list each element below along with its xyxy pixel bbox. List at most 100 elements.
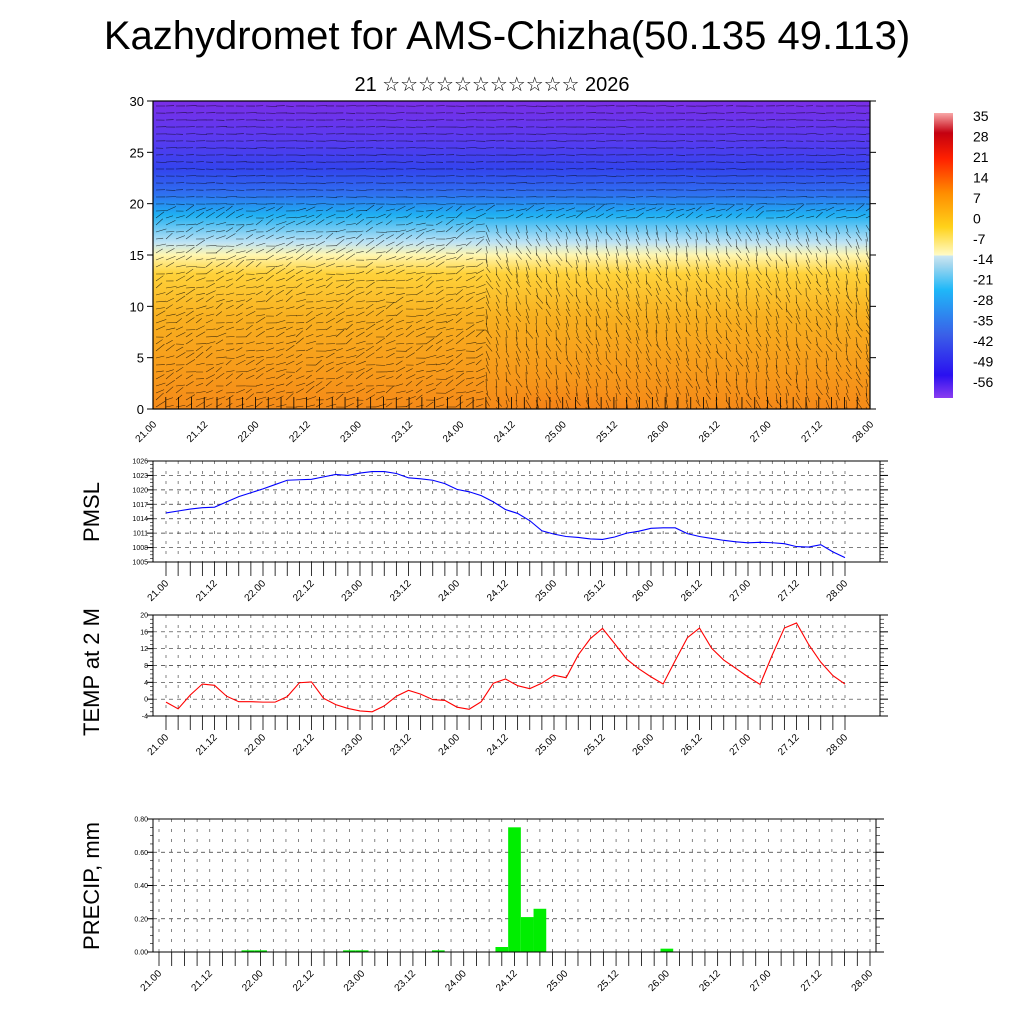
wind-vector — [665, 266, 668, 275]
wind-vector — [755, 266, 762, 275]
wind-vector — [185, 233, 194, 240]
wind-vector — [325, 349, 337, 352]
wind-vector — [395, 256, 406, 261]
wind-vector — [375, 251, 386, 254]
wind-vector — [475, 404, 483, 408]
wind-vector — [315, 262, 326, 268]
wind-vector — [575, 238, 580, 248]
wind-vector — [555, 207, 565, 212]
wind-vector — [645, 294, 649, 305]
wind-vector — [435, 354, 445, 359]
wind-vector — [525, 287, 531, 295]
wind-vector — [795, 215, 804, 219]
wind-vector — [695, 224, 703, 234]
wind-vector — [185, 394, 196, 401]
wind-vector — [865, 294, 870, 302]
wind-vector — [295, 353, 303, 359]
wind-vector — [345, 253, 356, 261]
wind-vector — [865, 392, 868, 401]
wind-vector — [225, 348, 235, 352]
wind-vector — [435, 280, 445, 282]
wind-vector — [225, 403, 233, 408]
wind-vector — [545, 308, 552, 317]
wind-vector — [825, 206, 835, 212]
wind-vector — [655, 378, 662, 388]
wind-vector — [705, 357, 709, 369]
wind-vector — [635, 252, 640, 263]
wind-vector — [375, 291, 383, 296]
x-tick-label: 24.12 — [494, 968, 520, 994]
wind-vector — [285, 261, 292, 268]
wind-vector — [475, 212, 486, 219]
wind-vector — [535, 252, 542, 262]
wind-vector — [635, 399, 639, 409]
wind-vector — [805, 301, 812, 311]
wind-vector — [435, 247, 445, 254]
wind-vector — [685, 329, 691, 337]
wind-vector — [625, 385, 632, 394]
wind-vector — [605, 406, 608, 409]
wind-vector — [455, 391, 467, 394]
wind-vector — [285, 248, 297, 254]
wind-vector — [785, 208, 795, 212]
wind-vector — [405, 343, 414, 345]
wind-vector — [275, 383, 285, 387]
wind-vector — [525, 350, 530, 359]
wind-vector — [405, 396, 416, 401]
wind-vector — [825, 399, 830, 409]
wind-vector — [165, 327, 176, 331]
wind-vector — [305, 278, 314, 282]
wind-vector — [455, 359, 463, 366]
x-tick-label: 24.12 — [485, 732, 511, 758]
wind-vector — [275, 214, 286, 219]
wind-vector — [275, 267, 286, 275]
wind-vector — [425, 370, 436, 373]
wind-vector — [455, 205, 462, 212]
wind-vector — [285, 393, 294, 401]
wind-vector — [645, 385, 653, 395]
wind-vector — [285, 289, 293, 296]
wind-vector — [295, 299, 307, 303]
wind-vector — [425, 326, 434, 331]
wind-vector — [675, 301, 678, 312]
x-tick-label: 26.12 — [697, 419, 723, 445]
wind-vector — [295, 361, 303, 366]
wind-vector — [515, 273, 519, 284]
wind-vector — [155, 263, 163, 268]
wind-vector — [365, 280, 375, 282]
wind-vector — [445, 293, 457, 296]
wind-vector — [755, 385, 758, 394]
wind-vector — [415, 284, 423, 289]
wind-vector — [605, 252, 608, 260]
wind-vector — [425, 311, 434, 317]
wind-vector — [615, 294, 619, 305]
wind-vector — [775, 280, 781, 292]
wind-vector — [665, 343, 671, 351]
wind-vector — [675, 329, 681, 339]
wind-vector — [355, 327, 365, 331]
wind-vector — [745, 371, 748, 383]
wind-vector — [485, 204, 496, 212]
wind-vector — [845, 385, 849, 394]
wind-vector — [525, 399, 532, 409]
wind-vector — [535, 231, 541, 241]
wind-vector — [235, 259, 245, 268]
wind-vector — [535, 273, 543, 283]
wind-vector — [745, 245, 750, 254]
wind-vector — [515, 378, 523, 388]
wind-vector — [475, 238, 484, 247]
wind-vector — [635, 301, 642, 311]
wind-vector — [755, 357, 760, 369]
wind-vector — [455, 330, 464, 338]
wind-vector — [465, 285, 475, 289]
wind-vector — [405, 321, 414, 324]
wind-vector — [605, 287, 608, 297]
wind-vector — [585, 231, 591, 242]
wind-vector — [755, 308, 758, 318]
wind-vector — [385, 208, 395, 212]
wind-vector — [535, 406, 538, 409]
wind-vector — [845, 301, 851, 310]
wind-vector — [565, 224, 571, 234]
wind-vector — [525, 315, 530, 325]
wind-vector — [525, 252, 532, 260]
